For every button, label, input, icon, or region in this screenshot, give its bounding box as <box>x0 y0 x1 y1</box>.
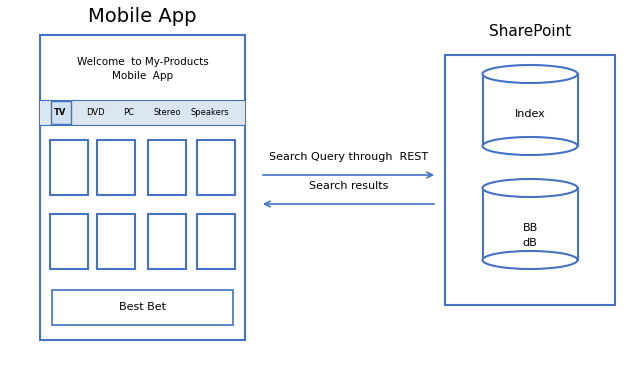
Bar <box>50 140 88 195</box>
Bar <box>483 188 577 260</box>
Ellipse shape <box>483 65 577 83</box>
Text: Speakers: Speakers <box>190 108 229 117</box>
Text: Mobile  App: Mobile App <box>112 71 173 81</box>
Ellipse shape <box>483 251 577 269</box>
Bar <box>51 101 70 124</box>
Text: SharePoint: SharePoint <box>489 24 571 38</box>
Text: TV: TV <box>55 108 67 117</box>
Ellipse shape <box>483 179 577 197</box>
Bar <box>50 214 88 269</box>
Ellipse shape <box>483 137 577 155</box>
Text: dB: dB <box>523 238 537 248</box>
Bar <box>97 214 135 269</box>
Bar <box>197 214 236 269</box>
Bar <box>40 35 245 340</box>
Bar <box>197 140 236 195</box>
Text: Stereo: Stereo <box>153 108 181 117</box>
Text: DVD: DVD <box>86 108 105 117</box>
Bar <box>52 290 233 325</box>
Text: BB: BB <box>523 223 538 232</box>
Text: Mobile App: Mobile App <box>88 7 197 27</box>
Bar <box>148 140 186 195</box>
Bar <box>97 140 135 195</box>
Text: PC: PC <box>123 108 133 117</box>
Bar <box>40 100 245 125</box>
Text: Best Bet: Best Bet <box>119 303 166 313</box>
Bar <box>148 214 186 269</box>
Bar <box>445 55 615 305</box>
Bar <box>483 74 577 146</box>
Text: Welcome  to My-Products: Welcome to My-Products <box>77 57 208 67</box>
Text: Index: Index <box>514 108 545 118</box>
Text: Search results: Search results <box>309 181 388 191</box>
Text: Search Query through  REST: Search Query through REST <box>269 152 428 162</box>
